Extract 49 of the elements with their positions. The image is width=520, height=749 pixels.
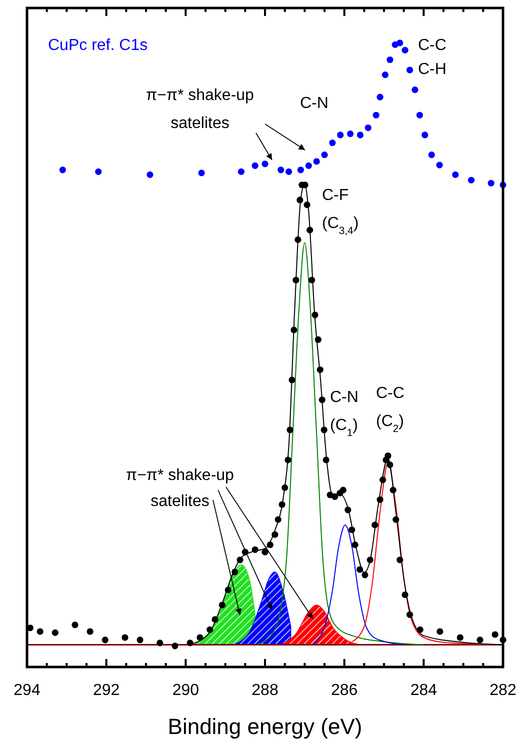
point [412, 86, 418, 94]
point [238, 168, 244, 175]
annotation: C-N [300, 95, 328, 112]
point [416, 112, 423, 118]
point [297, 166, 304, 174]
point [286, 168, 292, 175]
point [372, 112, 380, 118]
point [402, 46, 408, 54]
point [313, 158, 320, 165]
x-tick-label: 282 [490, 682, 516, 699]
x-tick-label: 290 [172, 682, 200, 699]
point [386, 56, 394, 64]
point [488, 180, 494, 186]
annotation: C-F (C$_{3,4}$) [322, 187, 359, 236]
point [428, 152, 435, 158]
point [252, 162, 258, 169]
annotation: π−π* shake-up satelites [126, 467, 234, 510]
annotation: π−π* shake-up satelites [146, 87, 254, 132]
point [95, 168, 102, 175]
point [452, 171, 459, 178]
point [337, 132, 344, 138]
x-tick-label: 288 [252, 682, 278, 699]
point [146, 171, 154, 178]
point [382, 72, 388, 78]
point [262, 160, 268, 168]
point [364, 124, 372, 132]
point [376, 94, 384, 100]
point [305, 162, 312, 169]
x-tick-label: 284 [410, 682, 438, 699]
x-tick-label: 292 [92, 682, 120, 699]
x-axis-title: Binding energy (eV) [168, 714, 362, 739]
annotation: C-C (C$_{2}$) [376, 385, 404, 434]
point [436, 162, 443, 168]
x-tick-label: 294 [14, 682, 40, 699]
point [321, 152, 328, 158]
x-tick-label: 286 [330, 682, 358, 699]
point [396, 40, 404, 46]
text: CuPc ref. C1s [48, 37, 148, 54]
point [198, 170, 205, 176]
point [422, 132, 428, 138]
point [406, 66, 414, 74]
annotation: C-N (C$_{1}$) [330, 389, 358, 438]
annotation: C-C C-H [418, 37, 446, 78]
point [346, 130, 354, 138]
point [59, 166, 66, 174]
point [468, 176, 475, 184]
point [278, 166, 284, 174]
point [356, 132, 364, 138]
point [329, 140, 336, 146]
